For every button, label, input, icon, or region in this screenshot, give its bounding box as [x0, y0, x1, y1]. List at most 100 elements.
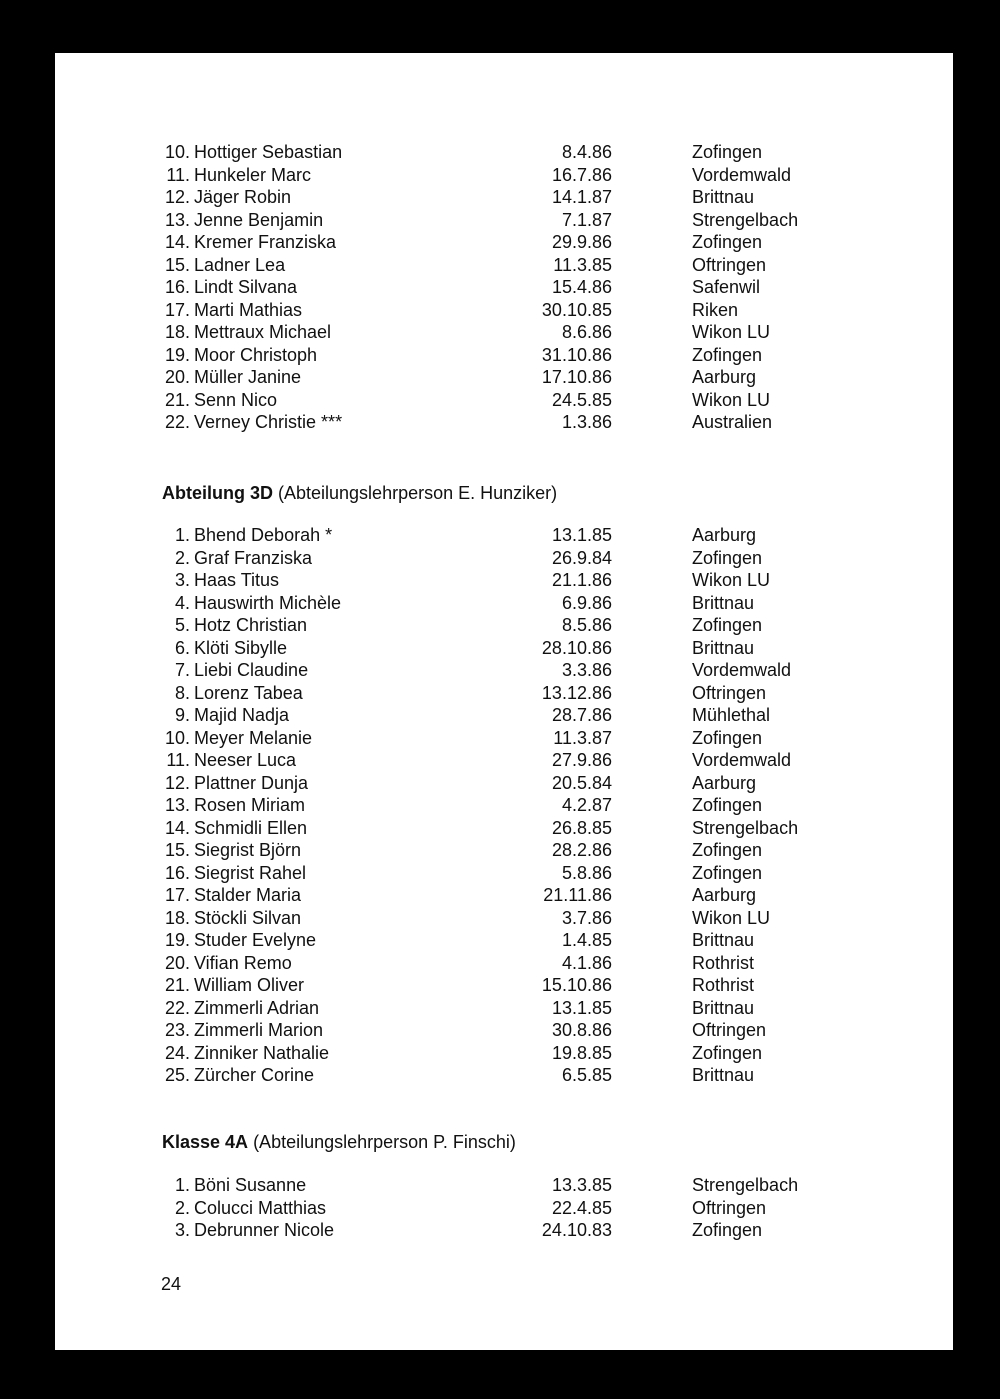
- student-row: 15. Siegrist Björn 28.2.86 Zofingen: [55, 839, 953, 862]
- student-num: 13.: [164, 209, 190, 230]
- student-date: 27.9.86: [551, 750, 612, 770]
- student-date: 14.1.87: [551, 187, 612, 207]
- student-name: Hunkeler Marc: [194, 164, 312, 185]
- student-name: Mettraux Michael: [194, 322, 332, 342]
- student-name: Stöckli Silvan: [194, 907, 302, 928]
- student-name: Verney Christie ***: [194, 412, 343, 432]
- student-name: Zürcher Corine: [194, 1065, 315, 1085]
- student-row: 7. Liebi Claudine 3.3.86 Vordemwald: [55, 659, 953, 682]
- student-place: Strengelbach: [692, 817, 799, 838]
- section-heading-teacher: (Abteilungslehrperson P. Finschi): [248, 1132, 516, 1152]
- student-date: 3.7.86: [561, 907, 612, 928]
- student-name: Plattner Dunja: [194, 772, 309, 793]
- student-name: Vifian Remo: [194, 952, 292, 973]
- student-date: 28.7.86: [551, 705, 612, 725]
- student-num: 15.: [164, 840, 190, 860]
- student-name: Stalder Maria: [194, 885, 302, 905]
- student-name: Klöti Sibylle: [194, 637, 288, 658]
- student-row: 25. Zürcher Corine 6.5.85 Brittnau: [55, 1064, 953, 1087]
- student-list-3d: 1. Bhend Deborah * 13.1.85 Aarburg 2. Graf Fr…: [55, 524, 953, 1087]
- student-date: 26.9.84: [551, 547, 612, 568]
- student-date: 24.10.83: [541, 1220, 612, 1240]
- student-name: Jenne Benjamin: [194, 209, 324, 230]
- student-num: 2.: [174, 1197, 190, 1218]
- student-num: 21.: [164, 389, 190, 410]
- student-num: 19.: [164, 344, 190, 365]
- student-num: 11.: [166, 164, 190, 185]
- section-heading-teacher: (Abteilungslehrperson E. Hunziker): [273, 483, 558, 503]
- student-date: 22.4.85: [551, 1197, 612, 1218]
- student-num: 22.: [164, 412, 190, 432]
- student-list-4a: 1. Böni Susanne 13.3.85 Strengelbach 2. Coluc…: [55, 1174, 953, 1242]
- student-place: Brittnau: [692, 637, 755, 658]
- student-num: 25.: [164, 1065, 190, 1085]
- student-date: 1.3.86: [561, 412, 612, 432]
- student-place: Aarburg: [692, 367, 757, 387]
- student-num: 21.: [164, 975, 190, 995]
- student-place: Safenwil: [692, 277, 761, 297]
- student-row: 3. Haas Titus 21.1.86 Wikon LU: [55, 569, 953, 592]
- student-place: Rothrist: [692, 975, 755, 995]
- student-name: Kremer Franziska: [194, 232, 337, 252]
- student-num: 20.: [164, 367, 190, 387]
- student-row: 6. Klöti Sibylle 28.10.86 Brittnau: [55, 637, 953, 660]
- student-num: 1.: [174, 1175, 190, 1195]
- student-name: Lindt Silvana: [194, 277, 298, 297]
- student-row: 8. Lorenz Tabea 13.12.86 Oftringen: [55, 682, 953, 705]
- student-place: Strengelbach: [692, 209, 799, 230]
- student-place: Oftringen: [692, 1197, 767, 1218]
- section-heading-4a: Klasse 4A (Abteilungslehrperson P. Finsc…: [162, 1131, 516, 1153]
- student-name: Graf Franziska: [194, 547, 313, 568]
- student-row: 13. Jenne Benjamin 7.1.87 Strengelbach: [55, 209, 953, 232]
- student-date: 24.5.85: [551, 389, 612, 410]
- student-row: 20. Vifian Remo 4.1.86 Rothrist: [55, 952, 953, 975]
- student-place: Wikon LU: [692, 322, 771, 342]
- student-row: 12. Jäger Robin 14.1.87 Brittnau: [55, 186, 953, 209]
- student-row: 15. Ladner Lea 11.3.85 Oftringen: [55, 254, 953, 277]
- student-row: 19. Moor Christoph 31.10.86 Zofingen: [55, 344, 953, 367]
- student-date: 16.7.86: [551, 164, 612, 185]
- student-place: Zofingen: [692, 344, 763, 365]
- student-num: 4.: [174, 592, 190, 613]
- student-place: Aarburg: [692, 525, 757, 545]
- student-place: Zofingen: [692, 615, 763, 635]
- student-name: Debrunner Nicole: [194, 1220, 335, 1240]
- student-place: Vordemwald: [692, 164, 792, 185]
- student-num: 22.: [164, 997, 190, 1018]
- student-name: Liebi Claudine: [194, 660, 309, 680]
- student-row: 17. Marti Mathias 30.10.85 Riken: [55, 299, 953, 322]
- student-row: 19. Studer Evelyne 1.4.85 Brittnau: [55, 929, 953, 952]
- student-place: Brittnau: [692, 1065, 755, 1085]
- student-date: 7.1.87: [561, 209, 612, 230]
- student-name: Studer Evelyne: [194, 930, 317, 950]
- student-name: William Oliver: [194, 975, 304, 995]
- student-date: 1.4.85: [561, 930, 612, 950]
- student-num: 17.: [164, 299, 190, 320]
- student-name: Zimmerli Marion: [194, 1020, 324, 1040]
- student-place: Zofingen: [692, 862, 763, 883]
- student-name: Zinniker Nathalie: [194, 1042, 330, 1063]
- student-date: 20.5.84: [551, 772, 612, 793]
- student-name: Hauswirth Michèle: [194, 592, 342, 613]
- student-row: 12. Plattner Dunja 20.5.84 Aarburg: [55, 772, 953, 795]
- student-row: 24. Zinniker Nathalie 19.8.85 Zofingen: [55, 1042, 953, 1065]
- student-name: Ladner Lea: [194, 254, 286, 275]
- student-date: 26.8.85: [551, 817, 612, 838]
- student-num: 23.: [164, 1020, 190, 1040]
- student-place: Australien: [692, 412, 773, 432]
- student-date: 3.3.86: [561, 660, 612, 680]
- student-row: 1. Böni Susanne 13.3.85 Strengelbach: [55, 1174, 953, 1197]
- student-date: 5.8.86: [561, 862, 612, 883]
- student-row: 16. Siegrist Rahel 5.8.86 Zofingen: [55, 862, 953, 885]
- student-name: Hotz Christian: [194, 615, 308, 635]
- student-place: Oftringen: [692, 682, 767, 703]
- student-date: 8.4.86: [561, 142, 612, 162]
- student-row: 10. Meyer Melanie 11.3.87 Zofingen: [55, 727, 953, 750]
- student-num: 18.: [164, 322, 190, 342]
- student-name: Haas Titus: [194, 570, 280, 590]
- student-num: 11.: [166, 750, 190, 770]
- student-place: Oftringen: [692, 1020, 767, 1040]
- student-row: 18. Mettraux Michael 8.6.86 Wikon LU: [55, 321, 953, 344]
- student-row: 21. William Oliver 15.10.86 Rothrist: [55, 974, 953, 997]
- student-row: 16. Lindt Silvana 15.4.86 Safenwil: [55, 276, 953, 299]
